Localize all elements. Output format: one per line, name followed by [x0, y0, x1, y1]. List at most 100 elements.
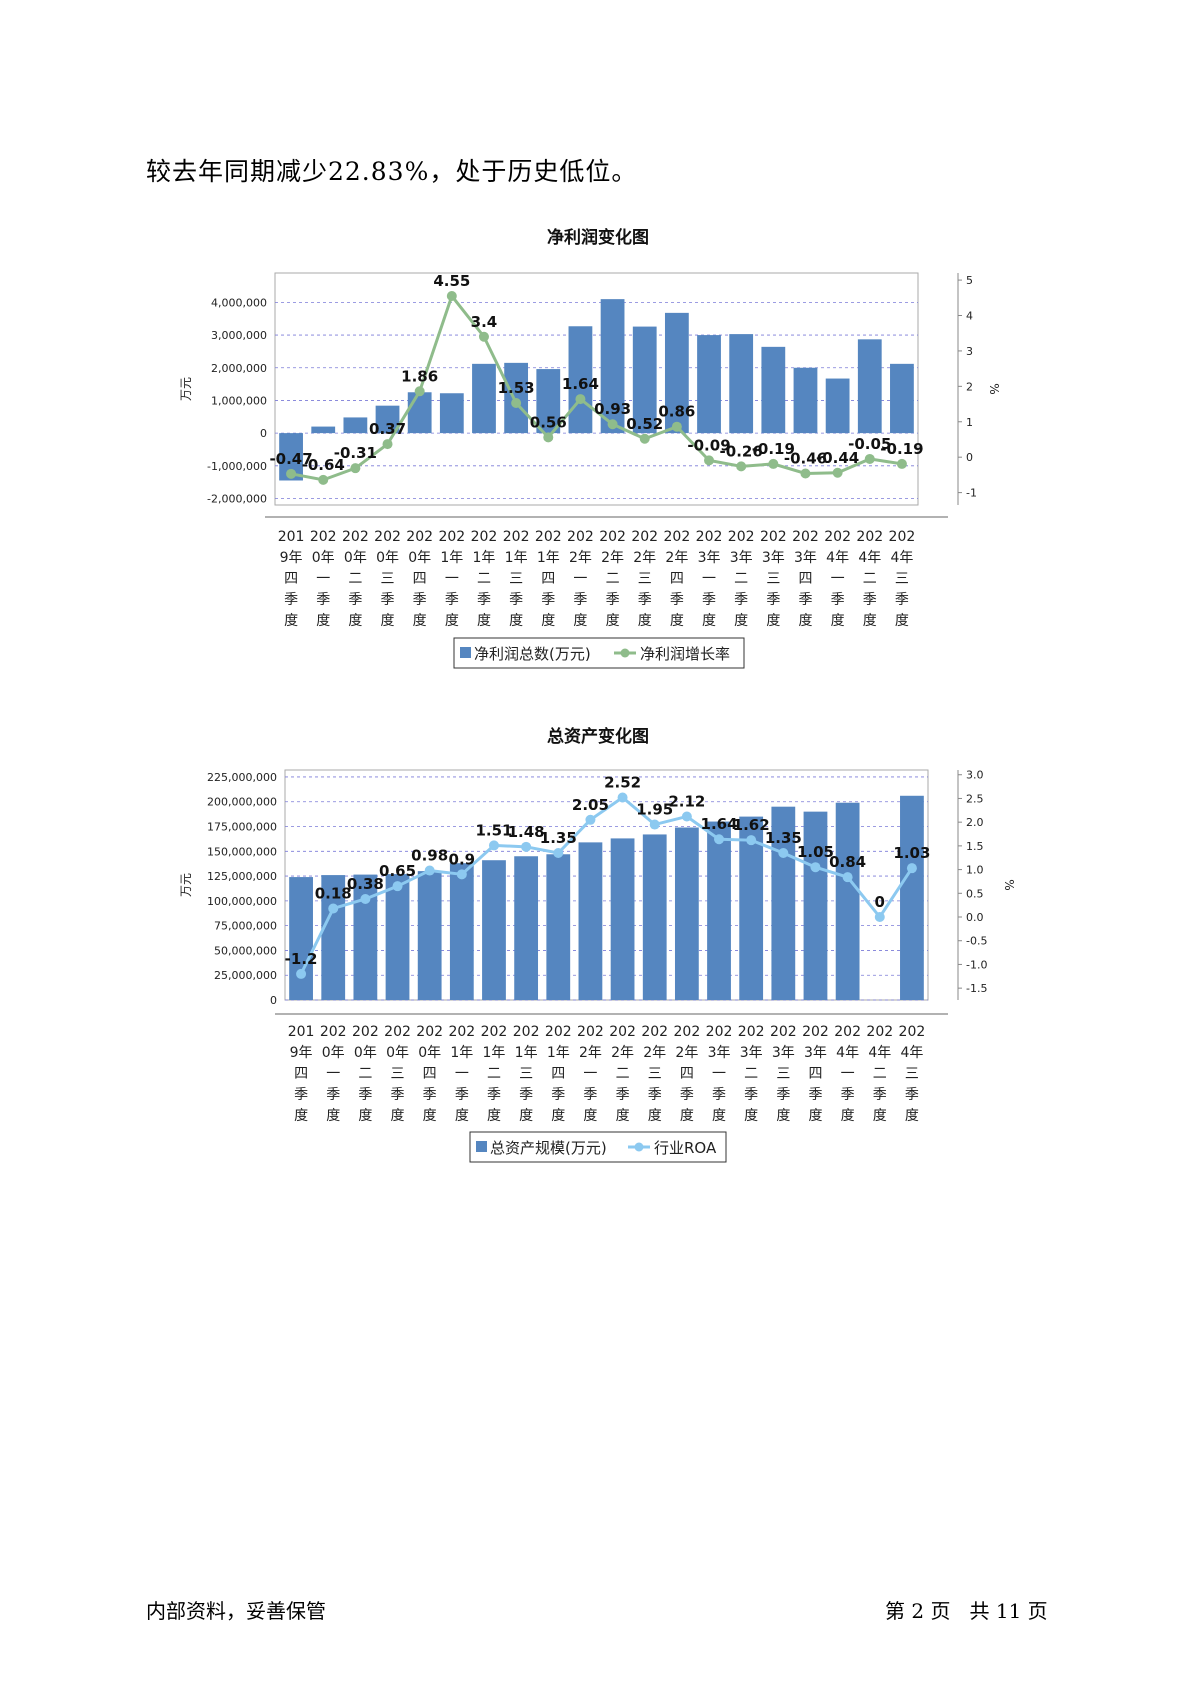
data-label: 0.65 [379, 862, 416, 880]
bar [793, 367, 818, 434]
x-tick-label: 202 2年一季度 [577, 1024, 604, 1124]
y-tick-label: 175,000,000 [207, 821, 277, 834]
y-tick-label: 50,000,000 [214, 944, 277, 957]
data-label: -0.05 [848, 435, 891, 453]
x-tick-label: 202 1年三季度 [503, 529, 530, 629]
data-label: 1.05 [797, 843, 834, 861]
bar [375, 405, 400, 434]
x-tick-label: 202 3年四季度 [792, 529, 819, 629]
y2-tick-label: 2 [966, 380, 973, 393]
data-label: -0.09 [687, 436, 730, 454]
series-point [488, 840, 499, 851]
data-label: 1.86 [401, 367, 438, 385]
data-label: 2.52 [604, 774, 641, 792]
data-label: -0.64 [302, 456, 345, 474]
y2-tick-label: 4 [966, 310, 973, 323]
data-label: 0.98 [411, 847, 448, 865]
y2-axis-label: % [1002, 879, 1016, 890]
data-label: 2.05 [572, 796, 609, 814]
chart-title: 总资产变化图 [547, 726, 649, 747]
legend-line-marker [620, 648, 630, 658]
data-label: -0.44 [816, 449, 859, 467]
series-point [896, 458, 907, 469]
bar [642, 834, 667, 1000]
x-tick-label: 202 2年二季度 [599, 529, 626, 629]
y2-tick-label: -1.5 [966, 982, 987, 995]
series-point [607, 419, 618, 430]
y-tick-label: 3,000,000 [211, 329, 267, 342]
y-tick-label: 75,000,000 [214, 920, 277, 933]
legend-line-marker [634, 1142, 644, 1152]
total-assets-chart: 总资产变化图 0 25,000,000 50,000,000 75,000,000 100… [0, 725, 1191, 1170]
series-point [575, 394, 586, 405]
net-profit-chart: 净利润变化图 -2,000,000 -1,000,000 0 1,000,000 2,00… [0, 225, 1191, 675]
bar [664, 312, 689, 434]
series-point [286, 468, 297, 479]
series-point [296, 968, 307, 979]
series-point [704, 455, 715, 466]
data-label: 0.86 [658, 403, 695, 421]
series-line [290, 292, 903, 482]
y-axis-label: 万元 [179, 873, 193, 897]
y-tick-label: 1,000,000 [211, 394, 267, 407]
series-point [456, 869, 467, 880]
series-point [543, 432, 554, 443]
bar [407, 392, 432, 434]
x-tick-label: 202 4年一季度 [834, 1024, 861, 1124]
x-tick-label: 202 2年四季度 [674, 1024, 701, 1124]
series-point [746, 835, 757, 846]
net-profit-chart-svg: 净利润变化图 -2,000,000 -1,000,000 0 1,000,000 2,00… [179, 227, 1001, 669]
bar [674, 827, 699, 1000]
data-label: 0.9 [449, 850, 476, 868]
y2-tick-label: 0 [966, 451, 973, 464]
bar [697, 335, 721, 434]
x-tick-label: 201 9年四季度 [278, 529, 305, 629]
x-tick-label: 201 9年四季度 [288, 1024, 315, 1124]
series-point [671, 421, 682, 432]
data-label: 1.95 [636, 801, 673, 819]
data-label: -0.47 [269, 450, 312, 468]
data-label: -0.19 [752, 440, 795, 458]
x-tick-label: 202 0年一季度 [320, 1024, 347, 1124]
bar [761, 346, 786, 434]
x-tick-label: 202 4年二季度 [866, 1024, 893, 1124]
legend-bar-label: 总资产规模(万元) [490, 1139, 607, 1157]
x-tick-label: 202 1年四季度 [535, 529, 562, 629]
bar [632, 326, 657, 434]
data-label: 3.4 [471, 313, 498, 331]
series-point [864, 453, 875, 464]
series-point [328, 903, 339, 914]
series-point [736, 461, 747, 472]
chart-title: 净利润变化图 [547, 227, 649, 248]
x-tick-label: 202 3年一季度 [706, 1024, 733, 1124]
series-point [842, 872, 853, 883]
series-point [768, 458, 779, 469]
y2-tick-label: -0.5 [966, 935, 987, 948]
x-tick-label: 202 4年三季度 [889, 529, 916, 629]
bar [546, 854, 571, 1000]
y2-tick-label: 2.0 [966, 816, 984, 829]
x-tick-label: 202 2年一季度 [567, 529, 594, 629]
y-axis-label: 万元 [179, 377, 193, 401]
x-tick-label: 202 2年二季度 [609, 1024, 636, 1124]
bar [472, 363, 496, 434]
bar [707, 821, 731, 1000]
y2-axis-label: % [987, 383, 1001, 394]
y-tick-label: 150,000,000 [207, 845, 277, 858]
bar [311, 426, 336, 434]
data-label: 1.53 [498, 379, 535, 397]
data-label: 1.48 [508, 823, 545, 841]
x-tick-label: 202 0年一季度 [310, 529, 337, 629]
data-label: 2.12 [668, 792, 705, 810]
legend-line-label: 净利润增长率 [640, 645, 730, 663]
data-label: 0.84 [829, 853, 866, 871]
series-point [778, 847, 789, 858]
x-tick-label: 202 0年二季度 [352, 1024, 379, 1124]
data-label: 0.93 [594, 400, 631, 418]
y-tick-label: 225,000,000 [207, 771, 277, 784]
series-point [639, 433, 650, 444]
bar [729, 334, 754, 434]
bar [343, 417, 368, 434]
series-point [360, 893, 371, 904]
data-label: -0.46 [784, 449, 827, 467]
